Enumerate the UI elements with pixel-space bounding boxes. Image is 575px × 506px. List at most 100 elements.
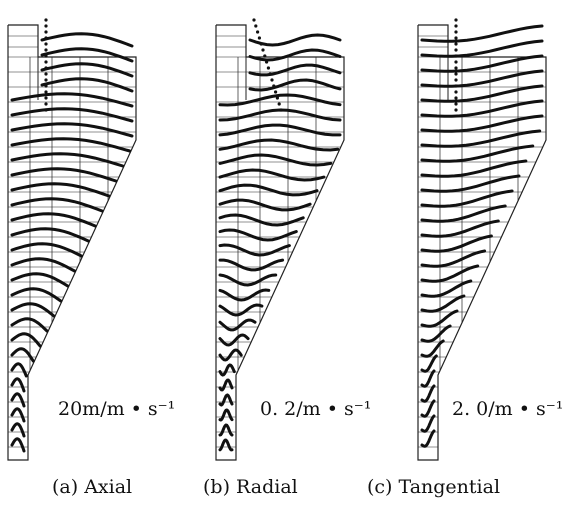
velocity-profile-curve (248, 78, 342, 92)
panel-tangential (417, 18, 547, 461)
velocity-profile-curve (420, 249, 487, 268)
velocity-profile-curve (10, 242, 83, 258)
velocity-profile-curve (248, 63, 342, 77)
velocity-profile-curve (420, 264, 480, 283)
locus-dot (257, 36, 261, 40)
velocity-profile-curve (218, 393, 234, 407)
velocity-profile-curve (420, 369, 436, 388)
velocity-profile-curve (218, 303, 264, 317)
velocity-profile-curve (420, 39, 544, 58)
locus-dot (44, 72, 48, 76)
velocity-profile-curve (420, 84, 544, 103)
velocity-profile-curve (40, 32, 134, 48)
velocity-profile-curve (248, 33, 342, 47)
caption-radial: (b) Radial (203, 476, 298, 498)
velocity-profile-curve (10, 332, 42, 348)
scale-label-tangential: 2. 0/m • s⁻¹ (452, 398, 563, 420)
velocity-profile-curve (420, 204, 507, 223)
velocity-profile-curve (218, 123, 342, 137)
velocity-profile-curve (218, 153, 333, 167)
velocity-profile-curve (218, 288, 271, 302)
panel-axial (7, 18, 137, 461)
velocity-profile-curve (420, 144, 535, 163)
locus-dot (263, 54, 267, 58)
locus-dot (259, 42, 263, 46)
velocity-profile-curve (420, 189, 514, 208)
velocity-profile-curve (10, 137, 132, 153)
velocity-profile-curve (218, 138, 340, 152)
locus-dot (275, 96, 279, 100)
velocity-profile-curve (10, 212, 97, 228)
locus-dot (270, 78, 274, 82)
velocity-profile-curve (420, 339, 445, 358)
velocity-profile-curve (40, 47, 134, 63)
locus-dot (44, 54, 48, 58)
locus-dot (252, 18, 256, 22)
locus-dot (454, 48, 458, 52)
cyclone-outline (215, 24, 345, 461)
velocity-profile-curve (420, 219, 500, 238)
locus-dot (44, 36, 48, 40)
velocity-profile-curve (420, 324, 452, 343)
velocity-profile-curve (420, 234, 493, 253)
velocity-profile-curve (10, 377, 26, 393)
locus-dot (454, 54, 458, 58)
velocity-profile-curve (10, 437, 26, 453)
velocity-profile-curve (10, 122, 134, 138)
velocity-profile-curve (218, 243, 291, 257)
locus-dot (44, 108, 48, 112)
locus-dot (454, 18, 458, 22)
velocity-profile-curve (420, 174, 521, 193)
locus-dot (268, 72, 272, 76)
velocity-profile-curve (218, 273, 278, 287)
locus-dot (44, 30, 48, 34)
velocity-profile-curve (10, 92, 134, 108)
locus-dot (272, 84, 276, 88)
panel-radial (215, 18, 345, 461)
velocity-profile-curve (420, 294, 466, 313)
velocity-profile-curve (420, 414, 436, 433)
locus-dot (44, 18, 48, 22)
locus-dot (277, 102, 281, 106)
velocity-profile-curve (10, 197, 104, 213)
velocity-profile-curve (420, 54, 544, 73)
velocity-profile-curve (218, 213, 305, 227)
locus-dot (454, 72, 458, 76)
velocity-profile-curve (420, 159, 528, 178)
locus-dot (274, 90, 278, 94)
locus-dot (265, 60, 269, 64)
velocity-profile-curve (10, 287, 63, 303)
velocity-profile-curve (420, 279, 473, 298)
locus-dot (454, 78, 458, 82)
velocity-profile-curve (10, 347, 35, 363)
velocity-profile-curve (218, 438, 234, 452)
velocity-profile-curve (10, 152, 125, 168)
caption-tangential: (c) Tangential (367, 476, 500, 498)
velocity-profile-curve (218, 93, 342, 107)
cyclone-outline (417, 24, 547, 461)
velocity-profile-curve (218, 378, 234, 392)
locus-dot (454, 102, 458, 106)
velocity-profile-curve (10, 422, 26, 438)
velocity-profile-curve (10, 407, 26, 423)
scale-label-axial: 20m/m • s⁻¹ (58, 398, 175, 420)
locus-dot (261, 48, 265, 52)
locus-dot (44, 48, 48, 52)
locus-dot (44, 60, 48, 64)
velocity-profile-curve (420, 114, 544, 133)
velocity-profile-curve (420, 69, 544, 88)
locus-dot (454, 24, 458, 28)
velocity-profile-curve (10, 107, 134, 123)
velocity-profile-curve (40, 62, 134, 78)
velocity-profile-curve (218, 258, 285, 272)
caption-axial: (a) Axial (52, 476, 132, 498)
velocity-profile-curve (420, 354, 438, 373)
locus-dot (454, 66, 458, 70)
velocity-profile-curve (420, 309, 459, 328)
velocity-profile-curve (248, 48, 342, 62)
velocity-profile-curve (218, 168, 326, 182)
scale-label-radial: 0. 2/m • s⁻¹ (260, 398, 371, 420)
locus-dot (44, 102, 48, 106)
